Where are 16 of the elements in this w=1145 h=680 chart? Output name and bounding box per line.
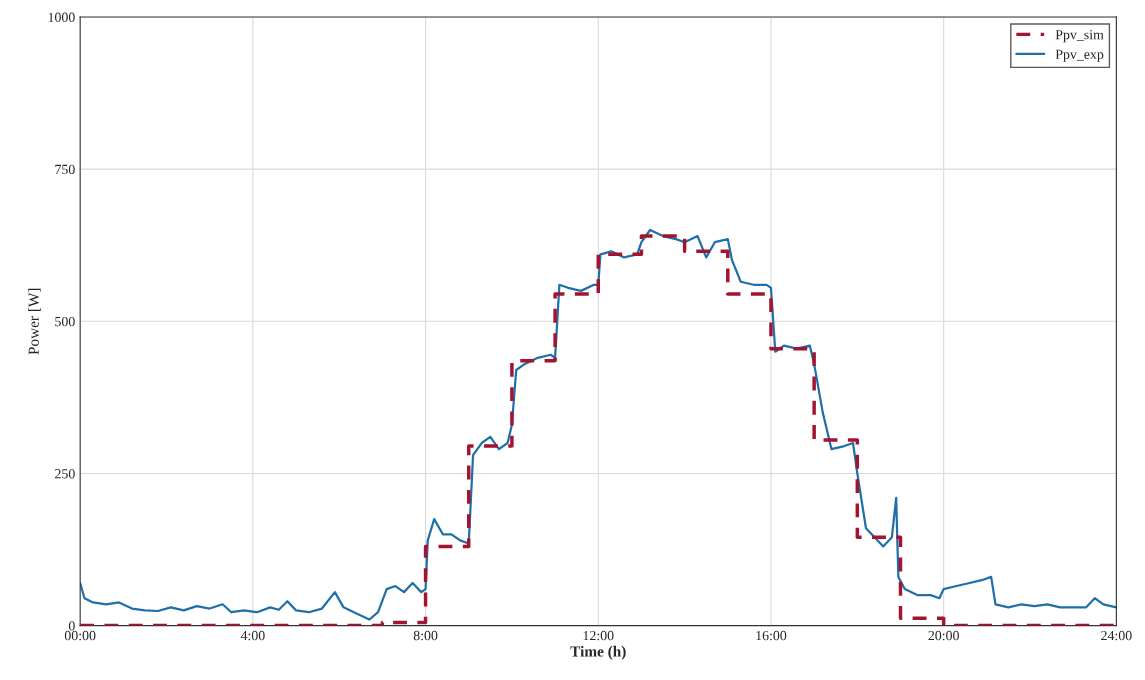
y-tick-label: 0 [68,621,75,631]
x-tick-label: 00:00 [64,630,96,641]
legend-label: Ppv_exp [1055,49,1104,62]
x-axis-title: Time (h) [570,645,626,660]
y-tick-label: 500 [55,316,75,327]
y-tick-label: 750 [55,164,75,175]
y-tick-label: 1000 [48,12,75,22]
x-tick-label: 20:00 [928,630,959,641]
x-tick-label: 16:00 [756,630,787,641]
x-tick-label: 8:00 [413,630,438,641]
legend-label: Ppv_sim [1055,30,1104,43]
x-tick-label: 24:00 [1101,630,1132,641]
y-axis-title: Power [W] [28,288,41,355]
x-tick-label: 4:00 [240,630,265,641]
x-tick-label: 12:00 [583,630,614,641]
y-tick-label: 250 [55,469,75,479]
